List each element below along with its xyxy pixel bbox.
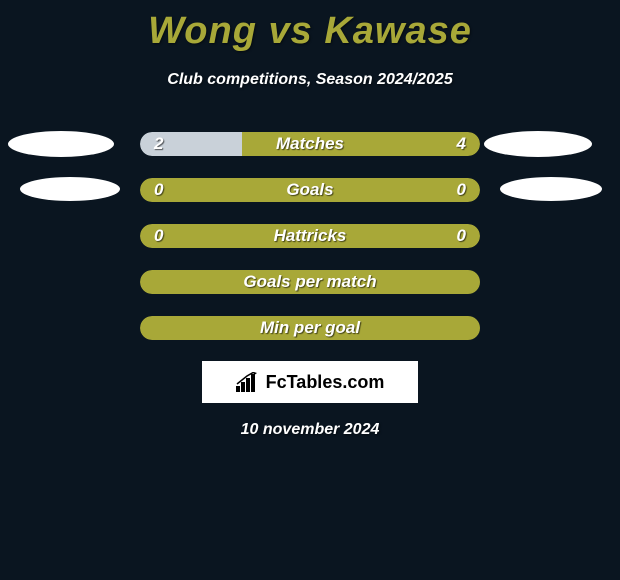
player-right-oval-icon <box>500 177 602 201</box>
stat-bar: 2 Matches 4 <box>140 132 480 156</box>
stat-right-value: 4 <box>457 134 466 154</box>
brand-box[interactable]: FcTables.com <box>202 361 418 403</box>
stat-bar: 0 Goals 0 <box>140 178 480 202</box>
stats-content: 2 Matches 4 0 Goals 0 0 H <box>0 121 620 439</box>
stat-label: Min per goal <box>140 318 480 338</box>
stat-row-hattricks: 0 Hattricks 0 <box>0 213 620 259</box>
stat-row-goals-per-match: Goals per match <box>0 259 620 305</box>
stat-row-goals: 0 Goals 0 <box>0 167 620 213</box>
stat-right-value: 0 <box>457 180 466 200</box>
player-left-oval-icon <box>20 177 120 201</box>
stat-row-matches: 2 Matches 4 <box>0 121 620 167</box>
stat-bar: 0 Hattricks 0 <box>140 224 480 248</box>
player-left-oval-icon <box>8 131 114 157</box>
footer-date: 10 november 2024 <box>0 421 620 439</box>
page-title: Wong vs Kawase <box>0 0 620 53</box>
stat-label: Matches <box>140 134 480 154</box>
chart-icon <box>236 372 260 392</box>
stat-bar: Goals per match <box>140 270 480 294</box>
stat-label: Goals per match <box>140 272 480 292</box>
stat-label: Goals <box>140 180 480 200</box>
stat-bar: Min per goal <box>140 316 480 340</box>
brand-text: FcTables.com <box>266 372 385 393</box>
stat-right-value: 0 <box>457 226 466 246</box>
page-subtitle: Club competitions, Season 2024/2025 <box>0 71 620 89</box>
stat-row-min-per-goal: Min per goal <box>0 305 620 351</box>
player-right-oval-icon <box>484 131 592 157</box>
stat-label: Hattricks <box>140 226 480 246</box>
